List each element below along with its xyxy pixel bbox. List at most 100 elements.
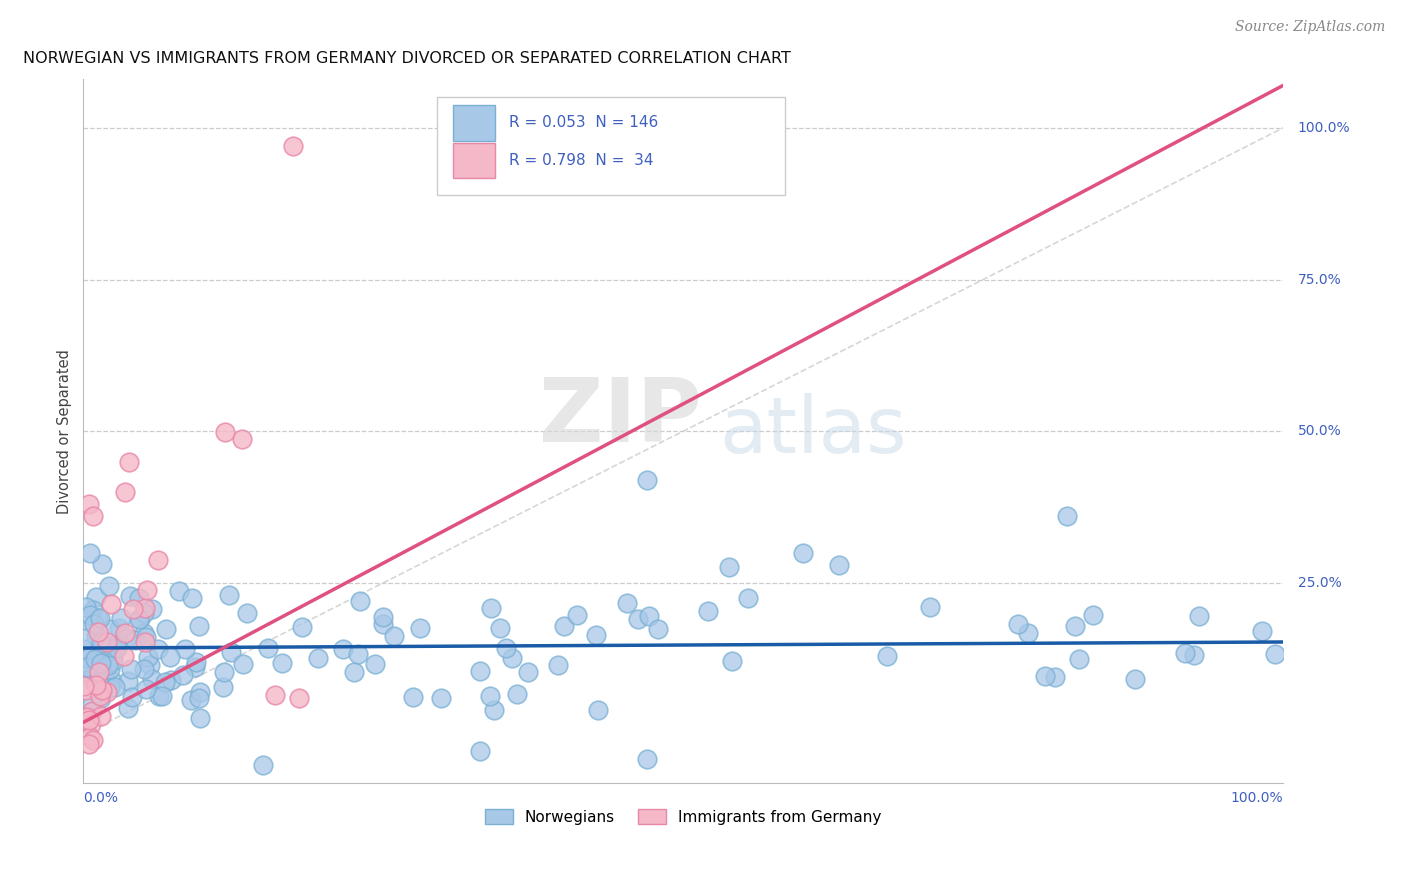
- Point: [89, 665, 111, 680]
- Point: [586, 703, 609, 717]
- Point: [159, 649, 181, 664]
- Point: [626, 611, 648, 625]
- Point: [128, 591, 150, 605]
- Point: [146, 642, 169, 657]
- Point: [186, 656, 208, 670]
- Point: [218, 588, 240, 602]
- Point: [75, 632, 97, 646]
- FancyBboxPatch shape: [453, 105, 495, 141]
- Point: [271, 657, 294, 671]
- Point: [307, 651, 329, 665]
- Text: Source: ZipAtlas.com: Source: ZipAtlas.com: [1234, 20, 1385, 34]
- Point: [697, 604, 720, 618]
- Point: [91, 558, 114, 572]
- Point: [141, 672, 163, 686]
- Point: [87, 652, 110, 666]
- Point: [1056, 509, 1078, 524]
- Point: [489, 621, 512, 635]
- Text: 100.0%: 100.0%: [1298, 121, 1350, 135]
- Point: [108, 621, 131, 635]
- Point: [470, 744, 492, 758]
- Point: [214, 665, 236, 679]
- Point: [616, 596, 638, 610]
- FancyBboxPatch shape: [453, 143, 495, 178]
- Point: [183, 660, 205, 674]
- Point: [264, 688, 287, 702]
- Point: [1043, 670, 1066, 684]
- Point: [104, 639, 127, 653]
- Point: [120, 662, 142, 676]
- Point: [1081, 608, 1104, 623]
- Point: [343, 665, 366, 680]
- Point: [82, 652, 104, 666]
- Point: [82, 704, 104, 718]
- Text: 75.0%: 75.0%: [1298, 273, 1341, 286]
- Point: [1064, 619, 1087, 633]
- Point: [79, 731, 101, 745]
- Point: [84, 678, 107, 692]
- Point: [1007, 617, 1029, 632]
- Point: [173, 641, 195, 656]
- Point: [553, 619, 575, 633]
- Point: [121, 690, 143, 704]
- Point: [495, 641, 517, 656]
- Point: [547, 657, 569, 672]
- Point: [128, 612, 150, 626]
- Point: [80, 698, 103, 712]
- Point: [1188, 608, 1211, 623]
- Point: [516, 665, 538, 679]
- Point: [401, 690, 423, 705]
- Point: [89, 665, 111, 679]
- Point: [180, 591, 202, 606]
- Point: [87, 674, 110, 689]
- Point: [136, 649, 159, 664]
- Point: [737, 591, 759, 606]
- Point: [117, 673, 139, 688]
- Point: [80, 662, 103, 676]
- Point: [153, 675, 176, 690]
- Point: [1174, 646, 1197, 660]
- Point: [180, 692, 202, 706]
- Point: [232, 657, 254, 672]
- Text: 50.0%: 50.0%: [1298, 425, 1341, 438]
- Point: [86, 611, 108, 625]
- Point: [104, 680, 127, 694]
- Point: [89, 689, 111, 703]
- Point: [363, 657, 385, 671]
- Point: [1017, 625, 1039, 640]
- Point: [90, 635, 112, 649]
- Point: [86, 677, 108, 691]
- Point: [73, 679, 96, 693]
- Point: [100, 673, 122, 688]
- Point: [103, 649, 125, 664]
- Point: [1250, 624, 1272, 638]
- Point: [82, 733, 104, 747]
- Point: [283, 139, 305, 153]
- Point: [567, 608, 589, 623]
- Point: [236, 607, 259, 621]
- Point: [114, 484, 136, 499]
- Point: [501, 650, 523, 665]
- Point: [82, 603, 104, 617]
- Point: [132, 625, 155, 640]
- Point: [139, 658, 162, 673]
- Point: [792, 545, 814, 559]
- Point: [188, 710, 211, 724]
- Point: [87, 624, 110, 639]
- Point: [136, 583, 159, 598]
- Y-axis label: Divorced or Separated: Divorced or Separated: [58, 349, 72, 514]
- Point: [409, 621, 432, 635]
- Point: [76, 600, 98, 615]
- Text: 100.0%: 100.0%: [1230, 791, 1284, 805]
- Point: [79, 546, 101, 560]
- Text: 25.0%: 25.0%: [1298, 576, 1341, 590]
- Point: [97, 658, 120, 673]
- Point: [90, 656, 112, 670]
- Point: [482, 703, 505, 717]
- Point: [105, 640, 128, 655]
- Point: [75, 683, 97, 698]
- Point: [76, 614, 98, 628]
- Point: [1182, 648, 1205, 662]
- Point: [110, 611, 132, 625]
- Point: [103, 654, 125, 668]
